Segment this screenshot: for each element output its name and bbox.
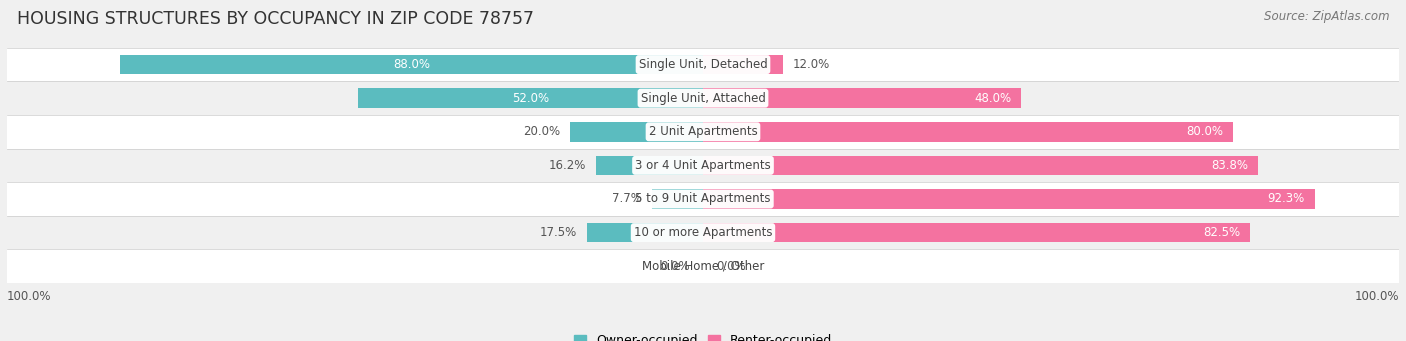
Bar [7, 249, 1399, 283]
Text: Mobile Home / Other: Mobile Home / Other [641, 260, 765, 273]
Text: 2 Unit Apartments: 2 Unit Apartments [648, 125, 758, 138]
Bar [7, 216, 1399, 249]
Text: Single Unit, Attached: Single Unit, Attached [641, 92, 765, 105]
Text: Source: ZipAtlas.com: Source: ZipAtlas.com [1264, 10, 1389, 23]
Legend: Owner-occupied, Renter-occupied: Owner-occupied, Renter-occupied [568, 329, 838, 341]
Text: 17.5%: 17.5% [540, 226, 576, 239]
Bar [703, 88, 1021, 108]
Bar [7, 81, 1399, 115]
Bar [703, 189, 1315, 209]
Text: HOUSING STRUCTURES BY OCCUPANCY IN ZIP CODE 78757: HOUSING STRUCTURES BY OCCUPANCY IN ZIP C… [17, 10, 534, 28]
Bar [7, 115, 1399, 149]
Text: 0.0%: 0.0% [716, 260, 745, 273]
Text: 100.0%: 100.0% [1354, 291, 1399, 303]
Text: 52.0%: 52.0% [512, 92, 550, 105]
Bar [359, 88, 703, 108]
Bar [703, 155, 1258, 175]
Text: 88.0%: 88.0% [392, 58, 430, 71]
Text: 100.0%: 100.0% [7, 291, 52, 303]
Text: 7.7%: 7.7% [612, 193, 643, 206]
Bar [571, 122, 703, 142]
Text: 3 or 4 Unit Apartments: 3 or 4 Unit Apartments [636, 159, 770, 172]
Text: 92.3%: 92.3% [1268, 193, 1305, 206]
Text: 5 to 9 Unit Apartments: 5 to 9 Unit Apartments [636, 193, 770, 206]
Bar [596, 155, 703, 175]
Text: 10 or more Apartments: 10 or more Apartments [634, 226, 772, 239]
Text: 16.2%: 16.2% [548, 159, 586, 172]
Bar [7, 182, 1399, 216]
Bar [652, 189, 703, 209]
Text: Single Unit, Detached: Single Unit, Detached [638, 58, 768, 71]
Text: 83.8%: 83.8% [1212, 159, 1249, 172]
Bar [703, 223, 1250, 242]
Bar [588, 223, 703, 242]
Bar [120, 55, 703, 74]
Bar [703, 55, 783, 74]
Bar [703, 122, 1233, 142]
Text: 20.0%: 20.0% [523, 125, 561, 138]
Text: 48.0%: 48.0% [974, 92, 1011, 105]
Text: 80.0%: 80.0% [1187, 125, 1223, 138]
Text: 82.5%: 82.5% [1202, 226, 1240, 239]
Bar [7, 149, 1399, 182]
Text: 12.0%: 12.0% [793, 58, 830, 71]
Bar [7, 48, 1399, 81]
Text: 0.0%: 0.0% [661, 260, 690, 273]
